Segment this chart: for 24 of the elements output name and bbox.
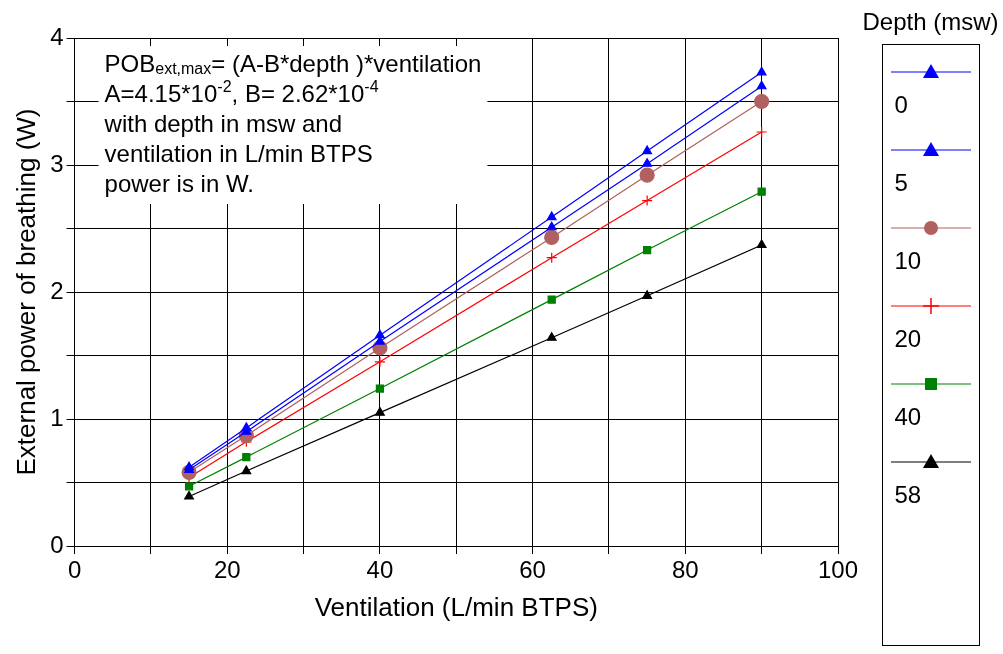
annotation: power is in W. <box>104 170 254 197</box>
legend-label: 5 <box>893 169 909 197</box>
y-tick-label: 4 <box>50 22 64 50</box>
legend-label: 58 <box>893 481 923 509</box>
legend-label: 0 <box>893 91 909 119</box>
annotation: with depth in msw and <box>103 110 343 137</box>
legend-label: 20 <box>893 325 923 353</box>
annotation: POBext,max= (A-B*depth )*ventilation <box>104 50 482 77</box>
x-tick-label: 80 <box>671 556 699 584</box>
y-tick-label: 2 <box>50 276 64 304</box>
y-tick-label: 1 <box>50 403 64 431</box>
legend-title: Depth (msw) <box>862 8 999 36</box>
x-tick-label: 60 <box>519 556 546 584</box>
x-tick-label: 100 <box>817 556 859 584</box>
x-tick-label: 20 <box>213 556 241 584</box>
y-tick-label: 3 <box>50 149 64 177</box>
x-tick-label: 40 <box>366 556 394 584</box>
x-tick-label: 0 <box>67 556 82 584</box>
legend-label: 10 <box>893 247 923 275</box>
y-tick-label: 0 <box>50 530 64 558</box>
annotation: ventilation in L/min BTPS <box>104 140 373 167</box>
legend-label: 40 <box>893 403 923 431</box>
y-axis-title: External power of breathing (W) <box>10 108 41 476</box>
x-axis-title: Ventilation (L/min BTPS) <box>314 591 598 622</box>
